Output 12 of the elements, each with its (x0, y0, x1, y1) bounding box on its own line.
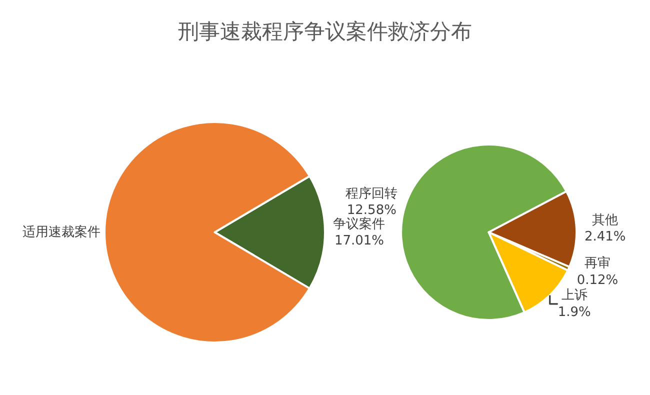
slice-label: 争议案件 (333, 216, 386, 232)
data-label: 0.12% (576, 272, 618, 288)
chart-title: 刑事速裁程序争议案件救济分布 (178, 19, 472, 44)
data-label: 1.9% (558, 304, 591, 320)
slice-label: 程序回转 (346, 185, 398, 202)
slice-label: 再审 (584, 255, 611, 272)
slice-label: 适用速裁案件 (22, 224, 100, 240)
slice-label: 其他 (592, 212, 618, 228)
data-label: 17.01% (334, 234, 384, 249)
data-label: 2.41% (584, 230, 626, 245)
slice-label: 上诉 (561, 288, 588, 303)
data-label: 12.58% (346, 203, 396, 218)
